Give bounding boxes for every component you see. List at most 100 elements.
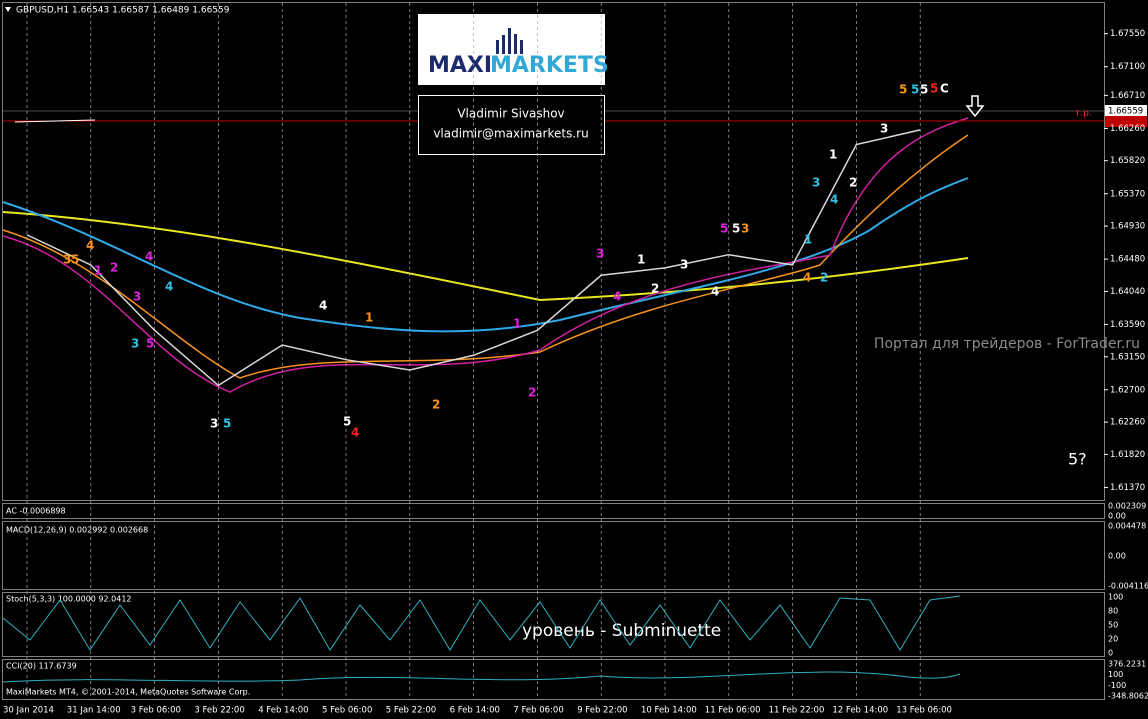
wave-label: 3 [741,222,749,236]
wave-label: 2 [651,282,659,296]
stoch-tick-label: 0 [1108,649,1113,658]
stoch-tick-label: 80 [1108,607,1118,616]
stoch-tick-label: 100 [1108,593,1123,602]
wave-label: 5 [930,82,938,96]
y-tick-label: 1.61820 [1110,450,1145,460]
macd-label: MACD(12,26,9) 0.002992 0.002668 [6,526,148,535]
wave-label: 5 [920,83,928,97]
price-tag: 1.66559 [1108,107,1143,117]
x-tick-label: 9 Feb 22:00 [577,706,627,716]
author-box [418,95,605,155]
y-tick-label: 1.62260 [1110,418,1145,428]
cci-tick-label: 100 [1108,670,1123,679]
wave-label: 5 [732,222,740,236]
y-tick-label: 1.67550 [1110,29,1145,39]
wave-label: 3 [680,258,688,272]
stoch-label: Stoch(5,3,3) 100.0000 92.0412 [6,595,132,604]
copyright: MaxiMarkets MT4, © 2001-2014, MetaQuotes… [6,688,250,697]
wave-label: 5 [343,415,351,429]
macd-tick-label: 0.004478 [1108,522,1146,531]
wave-label: 3 [133,290,141,304]
wave-label: 4 [613,290,621,304]
symbol-menu[interactable] [5,7,11,12]
wave-label: 1 [637,253,645,267]
y-tick-label: 1.63590 [1110,320,1145,330]
wave-label: 4 [351,426,359,440]
logo-markets: MARKETS [490,53,609,78]
annotation: 5? [1068,450,1087,469]
x-tick-label: 5 Feb 06:00 [322,706,372,716]
wave-label: 4 [86,239,94,253]
wave-label: 3 [63,253,71,267]
wave-label: 3 [210,417,218,431]
wave-label: C [940,82,949,96]
wave-label: 2 [110,261,118,275]
wave-label: 1 [804,233,812,247]
ac-tick-label: 0.002309 [1108,502,1146,511]
cci-tick-label: 376.2231 [1108,660,1146,669]
wave-label: 1 [513,317,521,331]
macd-tick-label: 0.00 [1108,552,1126,561]
author-name: Vladimir Sivashov [457,107,564,121]
x-tick-label: 11 Feb 22:00 [769,706,825,716]
cci-tick-label: -348.8062 [1108,692,1148,701]
x-tick-label: 31 Jan 14:00 [67,706,121,716]
wave-label: 5 [720,222,728,236]
logo-maxi: MAXI [428,53,492,78]
wave-label: 3 [812,176,820,190]
wave-label: 4 [803,271,811,285]
y-tick-label: 1.62700 [1110,385,1145,395]
author-email: vladimir@maximarkets.ru [433,127,588,141]
wave-label: 1 [365,311,373,325]
wave-label: 2 [820,271,828,285]
x-tick-label: 13 Feb 06:00 [896,706,952,716]
y-tick-label: 1.64480 [1110,255,1145,265]
x-tick-label: 7 Feb 06:00 [513,706,563,716]
x-tick-label: 30 Jan 2014 [3,706,54,716]
price-line [26,129,921,387]
x-tick-label: 12 Feb 14:00 [832,706,888,716]
wave-label: 4 [830,193,838,207]
x-tick-label: 5 Feb 22:00 [386,706,436,716]
wave-label: 2 [432,398,440,412]
wave-label: 5 [899,83,907,97]
cci-label: CCI(20) 117.6739 [6,662,77,671]
macd-tick-label: -0.004116 [1108,582,1148,591]
y-tick-label: 1.64930 [1110,222,1145,232]
price-tag-box [1105,105,1147,116]
x-tick-label: 10 Feb 14:00 [641,706,697,716]
wave-label: 5 [911,83,919,97]
y-tick-label: 1.63150 [1110,352,1145,362]
cci-trace [2,671,961,683]
y-tick-label: 1.66260 [1110,124,1145,134]
level-note: уровень - Subminuette [522,621,721,641]
symbol-info: GBPUSD,H1 1.66543 1.66587 1.66489 1.6655… [16,6,230,16]
y-tick-label: 1.65820 [1110,156,1145,166]
logo-bars [496,28,523,54]
panel-frames [2,2,1105,700]
trend-line [14,119,96,123]
wave-label: 2 [528,386,536,400]
wave-label: 5 [71,253,79,267]
down-arrow [965,95,985,118]
x-tick-label: 3 Feb 22:00 [194,706,244,716]
watermark: Портал для трейдеров - ForTrader.ru [874,336,1140,352]
wave-label: 3 [880,122,888,136]
wave-label: 4 [165,280,173,294]
tp-tag-box [1105,116,1147,127]
x-tick-label: 6 Feb 14:00 [450,706,500,716]
y-tick-label: 1.61370 [1110,483,1145,493]
wave-label: 4 [145,250,153,264]
tp-label: т.р. [1075,109,1092,119]
wave-label: 4 [711,285,719,299]
ac-tick-label: 0.00 [1108,512,1126,521]
y-tick-label: 1.67100 [1110,62,1145,72]
stoch-tick-label: 20 [1108,635,1118,644]
wave-label: 3 [596,247,604,261]
wave-label: 2 [849,176,857,190]
cci-tick-label: -100 [1108,681,1126,690]
ac-label: AC -0.0006898 [6,507,66,516]
wave-label: 4 [319,299,327,313]
y-tick-label: 1.64040 [1110,287,1145,297]
